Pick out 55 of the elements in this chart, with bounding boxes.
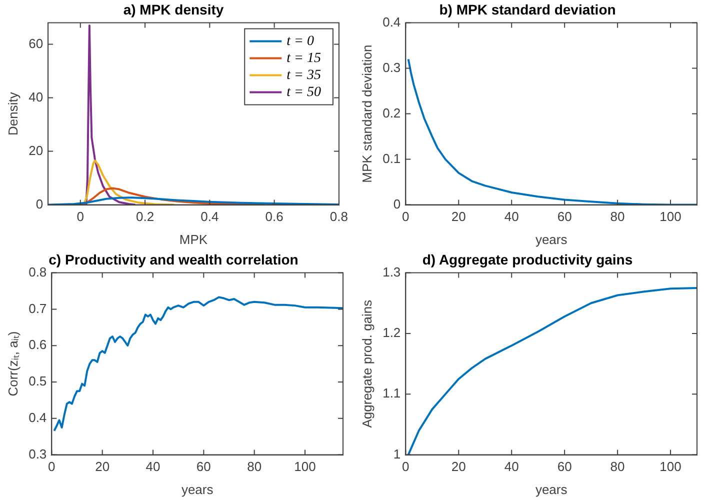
y-axis-title: MPK standard deviation [359, 44, 374, 183]
x-tick-label: 40 [146, 459, 160, 474]
legend-label: t = 15 [286, 50, 321, 66]
legend-label: t = 35 [286, 68, 321, 83]
y-tick-label: 60 [28, 36, 44, 51]
x-tick-label: 80 [247, 459, 262, 474]
x-tick-label: 100 [660, 209, 682, 224]
x-tick-label: 60 [196, 459, 211, 474]
y-tick-label: 0.1 [382, 150, 401, 166]
x-tick-label: 0.8 [330, 209, 348, 224]
y-tick-label: 0.2 [382, 105, 401, 120]
y-axis-title: Aggregate prod. gains [359, 299, 374, 428]
y-tick-label: 1 [393, 446, 401, 462]
x-tick-label: 80 [610, 459, 625, 474]
legend-label: t = 0 [286, 34, 314, 49]
y-tick-label: 0.3 [28, 446, 47, 462]
y-axis-title: Corr(zᵢₜ, aᵢₜ) [5, 331, 20, 396]
chart-title: a) MPK density [123, 1, 224, 18]
x-tick-label: 0.6 [265, 209, 284, 224]
x-axis-title: MPK [179, 232, 208, 247]
y-tick-label: 0.3 [382, 60, 401, 75]
y-tick-label: 0 [393, 196, 401, 212]
x-tick-label: 60 [557, 209, 572, 224]
y-tick-label: 0.5 [28, 374, 47, 389]
y-tick-label: 0.8 [28, 264, 47, 280]
chart-title: d) Aggregate productivity gains [422, 251, 633, 268]
y-tick-label: 1.2 [382, 325, 401, 340]
y-tick-label: 40 [28, 89, 44, 104]
x-tick-label: 20 [451, 209, 466, 224]
x-tick-label: 80 [610, 209, 625, 224]
x-axis-title: years [535, 482, 568, 497]
x-tick-label: 20 [95, 459, 110, 474]
y-tick-label: 1.1 [382, 386, 401, 401]
y-tick-label: 0.6 [28, 337, 47, 352]
x-tick-label: 100 [660, 459, 682, 474]
chart-title: b) MPK standard deviation [439, 1, 616, 18]
x-tick-label: 100 [294, 459, 316, 474]
x-tick-label: 60 [557, 459, 572, 474]
x-axis-title: years [535, 232, 568, 247]
y-tick-label: 0.4 [382, 14, 401, 30]
x-axis-title: years [181, 482, 214, 497]
y-tick-label: 0.7 [28, 300, 47, 316]
y-tick-label: 1.3 [382, 264, 401, 280]
y-tick-label: 20 [28, 142, 44, 158]
x-tick-label: 0.4 [200, 209, 219, 224]
x-tick-label: 40 [504, 459, 519, 474]
x-tick-label: 0.2 [136, 209, 154, 224]
y-tick-label: 0.4 [28, 410, 47, 425]
x-tick-label: 0 [76, 209, 84, 224]
x-tick-label: 40 [504, 209, 519, 224]
y-axis-title: Density [5, 92, 20, 136]
legend-label: t = 50 [286, 84, 321, 100]
x-tick-label: 20 [451, 459, 466, 474]
y-tick-label: 0 [36, 196, 44, 212]
chart-title: c) Productivity and wealth correlation [48, 251, 298, 268]
